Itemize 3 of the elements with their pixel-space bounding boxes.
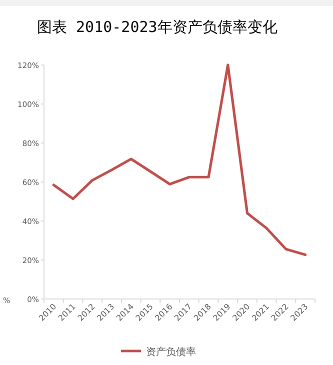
chart-title: 图表 2010-2023年资产负债率变化 xyxy=(37,18,278,36)
line-series xyxy=(52,64,307,256)
legend-label: 资产负债率 xyxy=(146,346,196,358)
